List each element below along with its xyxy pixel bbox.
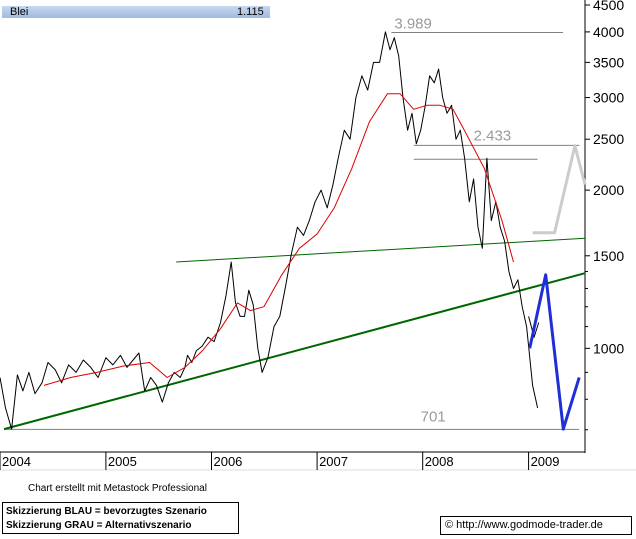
x-tick-label-2008: 2008: [425, 454, 454, 469]
y-tick-label-1000: 1000: [593, 340, 624, 356]
legend-box: Skizzierung BLAU = bevorzugtes Szenario …: [2, 502, 239, 534]
x-tick-label-2007: 2007: [319, 454, 348, 469]
series-scenario_grey-4: [532, 144, 587, 235]
x-tick-label-2005: 2005: [108, 454, 137, 469]
series-moving_average-1: [43, 93, 514, 386]
series-price-0: [0, 31, 539, 430]
y-tick-label-2000: 2000: [593, 182, 624, 198]
header-bar: [2, 6, 270, 18]
y-tick-label-2500: 2500: [593, 131, 624, 147]
annotation-701: 701: [421, 408, 446, 425]
instrument-name: Blei: [10, 6, 29, 18]
source-link[interactable]: © http://www.godmode-trader.de: [440, 516, 632, 535]
series-price-2: [528, 316, 540, 338]
instrument-value: 1.115: [237, 6, 264, 18]
legend-blue: Skizzierung BLAU = bevorzugtes Szenario: [6, 506, 207, 517]
x-tick-label-2004: 2004: [2, 454, 31, 469]
trendline-resistance: [176, 237, 586, 263]
price-chart: 2004 2005 2006 2007 2008 2009 4500 4000 3500 3000…: [0, 0, 636, 471]
annotation-3989: 3.989: [394, 16, 432, 33]
y-tick-label-4500: 4500: [593, 0, 624, 13]
y-tick-label-3000: 3000: [593, 90, 624, 106]
annotation-2433: 2.433: [474, 127, 512, 144]
x-tick-label-2009: 2009: [531, 454, 560, 469]
x-tick-label-2006: 2006: [213, 454, 242, 469]
y-tick-label-4000: 4000: [593, 24, 624, 40]
y-tick-label-1500: 1500: [593, 248, 624, 264]
software-note: Chart erstellt mit Metastock Professiona…: [28, 483, 207, 494]
trendline-support: [3, 272, 586, 431]
series-scenario_blue-3: [528, 273, 581, 431]
y-tick-label-3500: 3500: [593, 54, 624, 70]
legend-grey: Skizzierung GRAU = Alternativszenario: [6, 520, 192, 531]
x-axis-band: [0, 453, 636, 471]
